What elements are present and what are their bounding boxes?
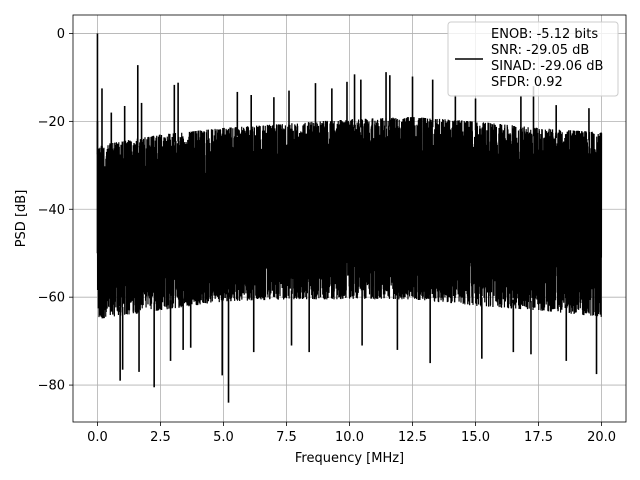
x-tick-label: 7.5 bbox=[276, 430, 297, 445]
x-tick-label: 12.5 bbox=[398, 430, 427, 445]
legend-line-enob: ENOB: -5.12 bits bbox=[491, 27, 598, 42]
x-tick-label: 10.0 bbox=[335, 430, 364, 445]
y-tick-label: −20 bbox=[38, 115, 65, 130]
legend-line-sinad: SINAD: -29.06 dB bbox=[491, 59, 603, 74]
y-tick-label: −80 bbox=[38, 379, 65, 394]
axis-ticks: 0.0 2.5 5.0 7.5 10.0 12.5 15.0 17.5 20.0 0 −20 −40 −… bbox=[38, 27, 616, 445]
legend-line-sfdr: SFDR: 0.92 bbox=[491, 75, 563, 90]
y-tick-label: −40 bbox=[38, 203, 65, 218]
legend: ENOB: -5.12 bits SNR: -29.05 dB SINAD: -… bbox=[447, 21, 619, 97]
y-tick-label: 0 bbox=[57, 27, 65, 42]
psd-noise-trace bbox=[96, 117, 603, 319]
x-tick-label: 2.5 bbox=[150, 430, 171, 445]
legend-line-snr: SNR: -29.05 dB bbox=[491, 43, 589, 58]
y-tick-label: −60 bbox=[38, 291, 65, 306]
x-tick-label: 15.0 bbox=[461, 430, 490, 445]
x-tick-label: 20.0 bbox=[587, 430, 616, 445]
data-area bbox=[96, 33, 603, 403]
legend-frame bbox=[447, 21, 619, 97]
x-tick-label: 5.0 bbox=[213, 430, 234, 445]
x-tick-label: 17.5 bbox=[524, 430, 553, 445]
x-axis-label: Frequency [MHz] bbox=[295, 451, 404, 466]
x-tick-label: 0.0 bbox=[87, 430, 108, 445]
y-axis-label: PSD [dB] bbox=[14, 190, 29, 248]
